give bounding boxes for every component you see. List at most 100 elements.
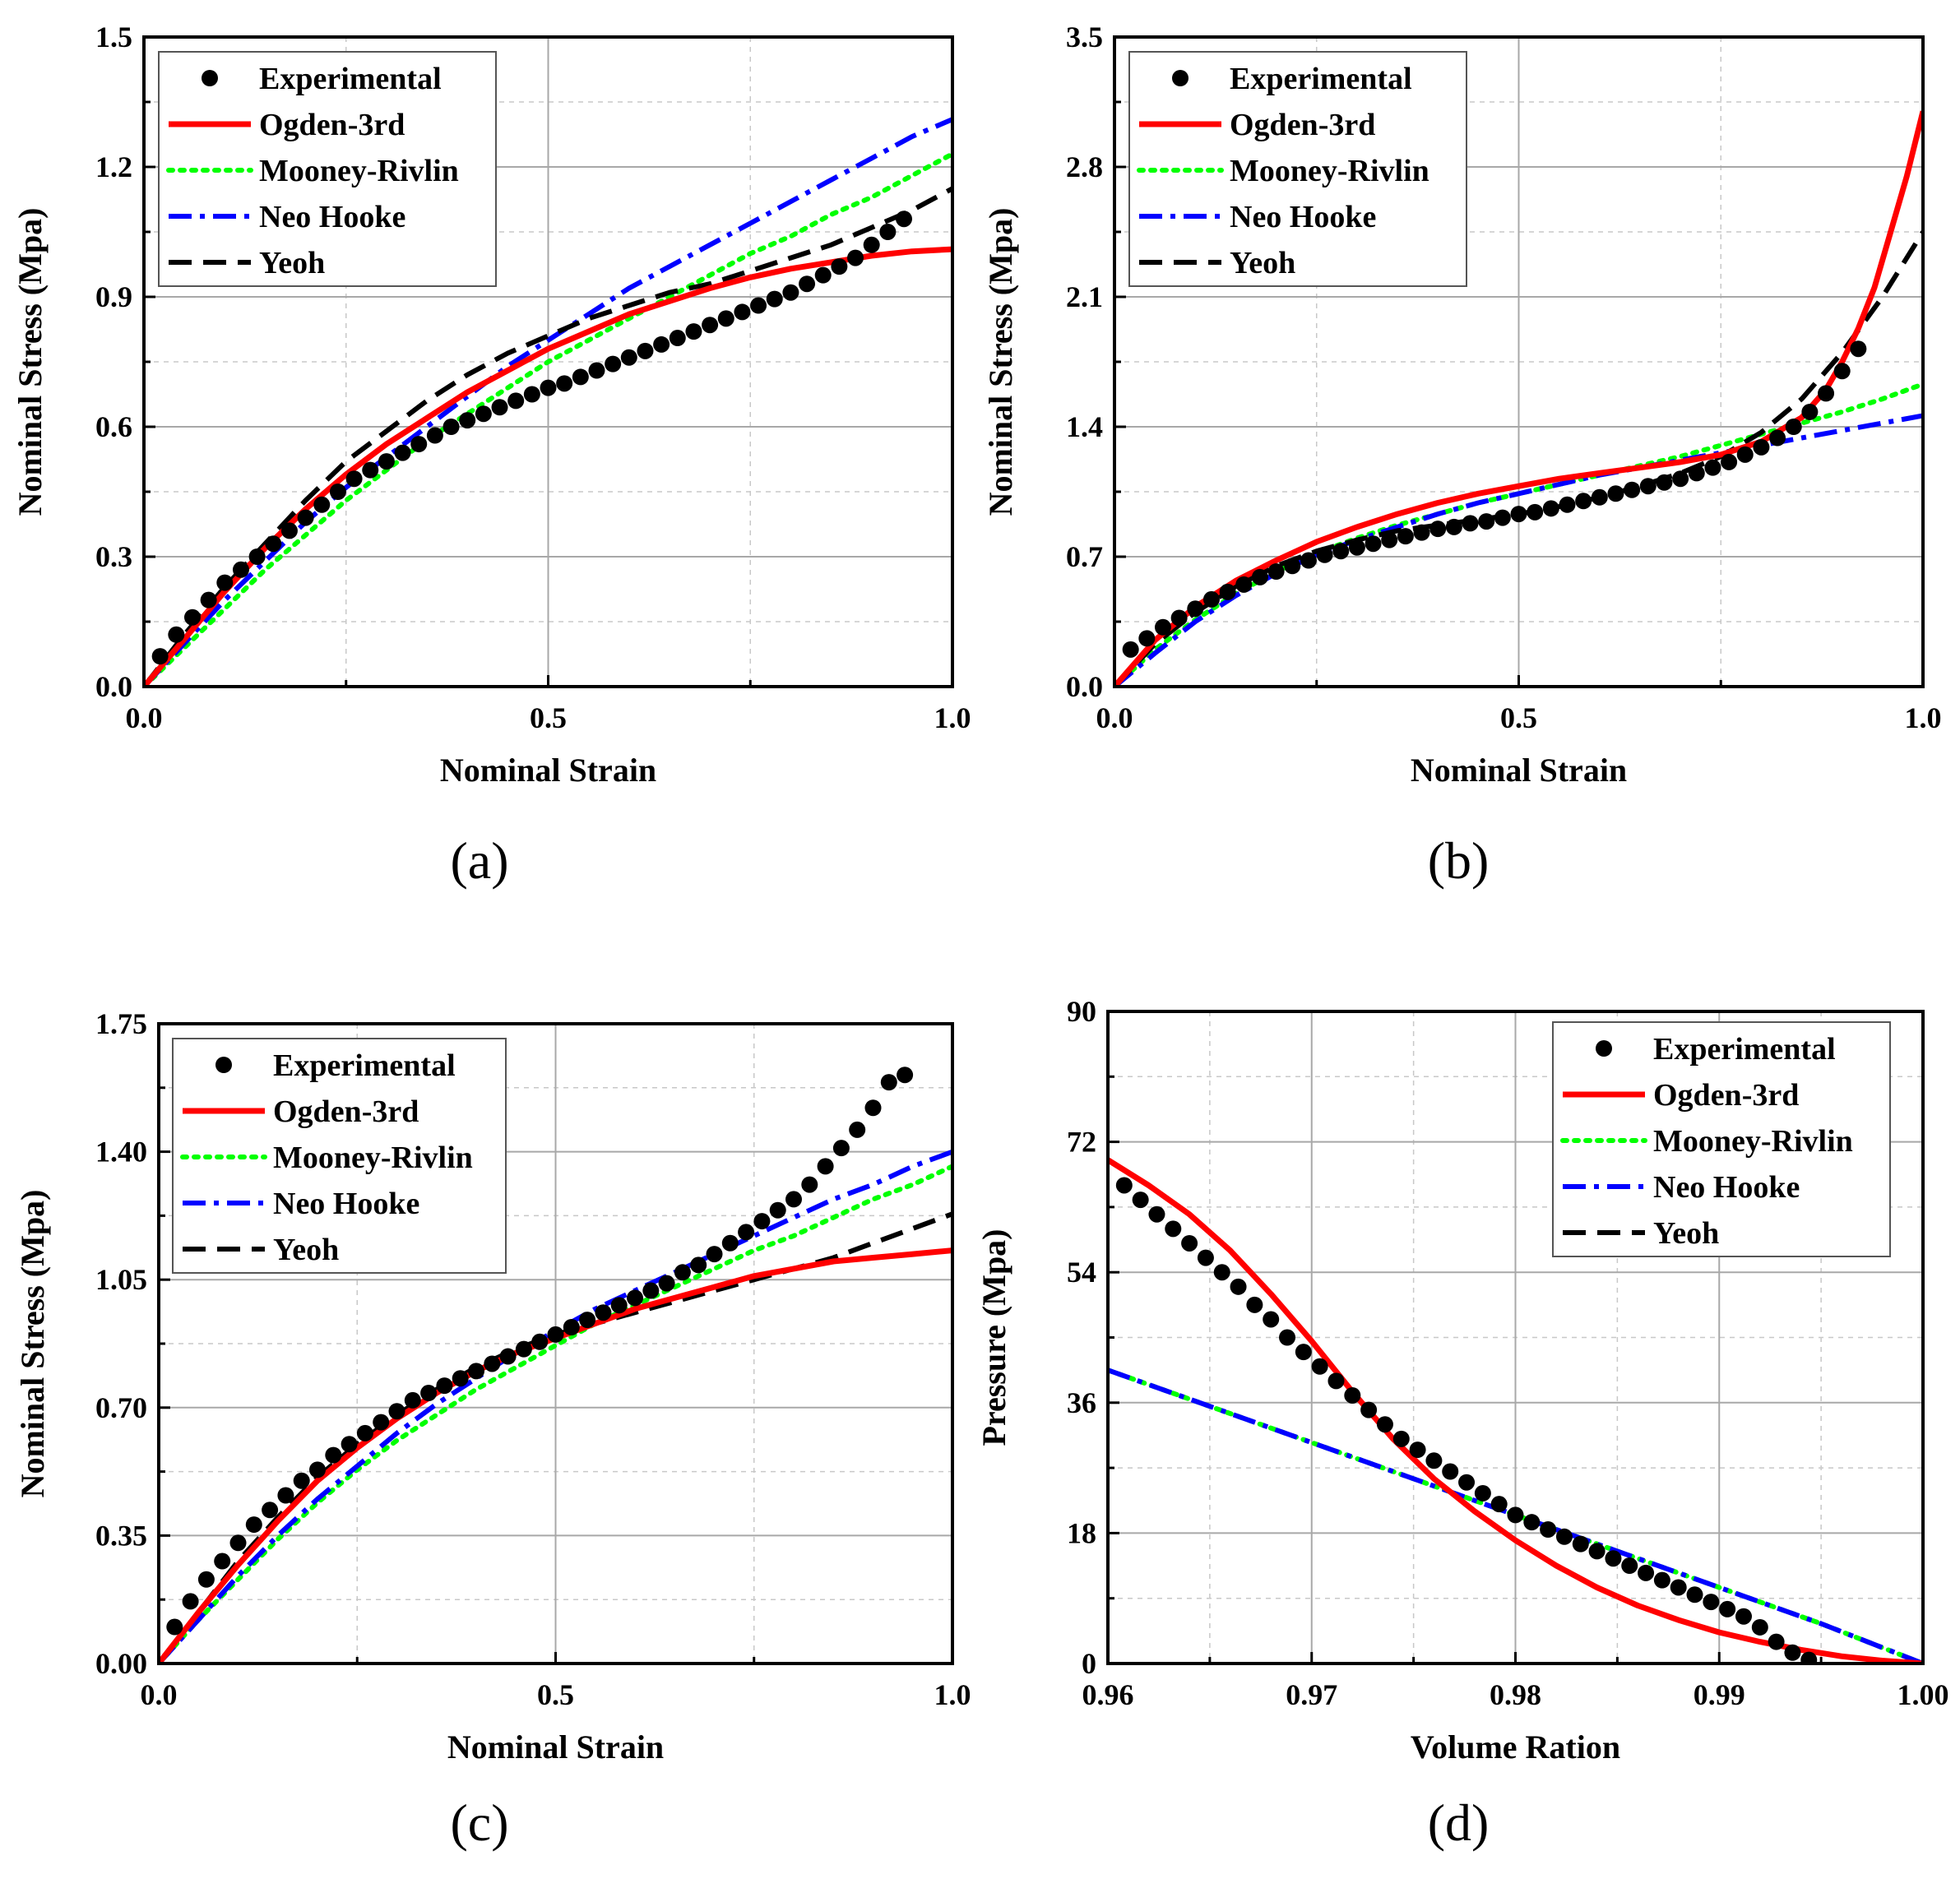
- data-point: [1721, 453, 1738, 470]
- data-point: [280, 522, 298, 539]
- y-axis-label: Pressure (Mpa): [975, 1229, 1012, 1446]
- chart-panel-1: 0.0 0.5 1.0 0.0 0.3 0.6 0.9 1.2 1.5 Nominal Strai…: [12, 21, 971, 789]
- data-point: [183, 609, 201, 626]
- data-point: [653, 335, 670, 353]
- data-point: [1653, 1571, 1670, 1589]
- x-tick-label: 0.99: [1694, 1678, 1745, 1711]
- legend-marker-experimental: [202, 70, 218, 86]
- data-point: [515, 1340, 532, 1358]
- data-point: [182, 1593, 199, 1610]
- data-point: [1591, 488, 1608, 506]
- data-point: [1170, 609, 1188, 627]
- legend-label-yeoh: Yeoh: [1230, 246, 1295, 280]
- data-point: [1736, 446, 1754, 463]
- data-point: [1295, 1344, 1312, 1361]
- data-point: [313, 496, 331, 513]
- data-point: [897, 1067, 914, 1084]
- data-point: [669, 330, 686, 347]
- data-point: [1540, 1520, 1557, 1538]
- data-point: [547, 1326, 564, 1343]
- data-point: [459, 412, 476, 429]
- data-point: [1311, 1358, 1328, 1375]
- legend-label-ogden: Ogden-3rd: [1230, 108, 1375, 142]
- legend-marker-experimental: [215, 1057, 232, 1073]
- y-tick-label: 1.05: [95, 1263, 147, 1296]
- legend-label-neo: Neo Hooke: [1230, 200, 1376, 234]
- data-point: [229, 1534, 247, 1552]
- y-tick-label: 0.00: [95, 1647, 147, 1680]
- data-point: [1235, 576, 1253, 593]
- data-point: [1785, 419, 1802, 435]
- series-experimental: [1122, 340, 1867, 658]
- data-point: [1251, 568, 1268, 585]
- data-point: [1607, 485, 1624, 502]
- legend-label-mr: Mooney-Rivlin: [259, 154, 459, 188]
- data-point: [579, 1312, 596, 1329]
- legend-label-ogden: Ogden-3rd: [273, 1094, 419, 1129]
- data-point: [637, 342, 654, 359]
- data-point: [706, 1246, 723, 1263]
- data-point: [1213, 1264, 1230, 1281]
- data-point: [166, 1618, 183, 1636]
- data-point: [1413, 524, 1430, 541]
- data-point: [1670, 1579, 1687, 1596]
- y-axis-label: Nominal Stress (Mpa): [14, 1190, 51, 1498]
- data-point: [1348, 539, 1365, 556]
- panel-label-d: (d): [1427, 1793, 1490, 1852]
- data-point: [1768, 1633, 1785, 1650]
- data-point: [1850, 340, 1867, 358]
- data-point: [345, 470, 363, 488]
- y-tick-label: 0.9: [95, 280, 132, 313]
- x-tick-label: 1.00: [1897, 1678, 1949, 1711]
- data-point: [1719, 1600, 1736, 1617]
- data-point: [1458, 1474, 1476, 1491]
- plot-area: [1108, 1157, 1923, 1664]
- legend-marker-experimental: [1596, 1040, 1612, 1057]
- y-axis-label: Nominal Stress (Mpa): [982, 208, 1019, 516]
- data-point: [484, 1355, 501, 1372]
- x-tick-label: 1.0: [934, 701, 971, 734]
- data-point: [1688, 465, 1705, 482]
- data-point: [556, 375, 573, 392]
- data-point: [750, 297, 767, 314]
- data-point: [245, 1516, 262, 1534]
- data-point: [1527, 503, 1544, 521]
- data-point: [674, 1264, 691, 1281]
- data-point: [1365, 535, 1382, 553]
- y-tick-label: 1.2: [95, 150, 132, 183]
- plot-area: [144, 117, 952, 687]
- data-point: [1703, 1594, 1720, 1611]
- legend-label-yeoh: Yeoh: [273, 1233, 339, 1267]
- plot-area: [159, 1067, 952, 1664]
- data-point: [1555, 1528, 1573, 1545]
- data-point: [1490, 1496, 1508, 1513]
- x-axis-label: Nominal Strain: [447, 1728, 664, 1765]
- legend-label-neo: Neo Hooke: [259, 200, 405, 234]
- data-point: [1753, 438, 1770, 456]
- series-line-mr: [144, 151, 952, 687]
- x-tick-label: 0.0: [1096, 701, 1133, 734]
- data-point: [1122, 641, 1139, 658]
- legend-label-neo: Neo Hooke: [1653, 1170, 1800, 1205]
- data-point: [1381, 531, 1398, 548]
- data-point: [214, 1553, 231, 1570]
- panel-label-a: (a): [450, 831, 509, 890]
- data-point: [1605, 1550, 1622, 1567]
- series-experimental: [151, 211, 913, 665]
- data-point: [690, 1256, 707, 1274]
- data-point: [1267, 563, 1285, 581]
- chart-panel-2: 0.0 0.5 1.0 0.0 0.7 1.4 2.1 2.8 3.5 Nominal Strai…: [982, 21, 1942, 789]
- data-point: [1332, 543, 1350, 560]
- data-point: [1316, 546, 1333, 563]
- data-point: [1344, 1386, 1361, 1404]
- legend: Experimental Ogden-3rd Mooney-Rivlin Neo Ho…: [158, 51, 497, 287]
- y-tick-label: 1.4: [1066, 410, 1103, 443]
- y-tick-label: 0.6: [95, 410, 132, 443]
- data-point: [265, 535, 282, 553]
- data-point: [734, 303, 751, 321]
- legend-label-yeoh: Yeoh: [1653, 1216, 1719, 1251]
- data-point: [1769, 429, 1786, 447]
- legend-marker-experimental: [1172, 70, 1189, 86]
- data-point: [373, 1414, 390, 1431]
- data-point: [1801, 403, 1819, 420]
